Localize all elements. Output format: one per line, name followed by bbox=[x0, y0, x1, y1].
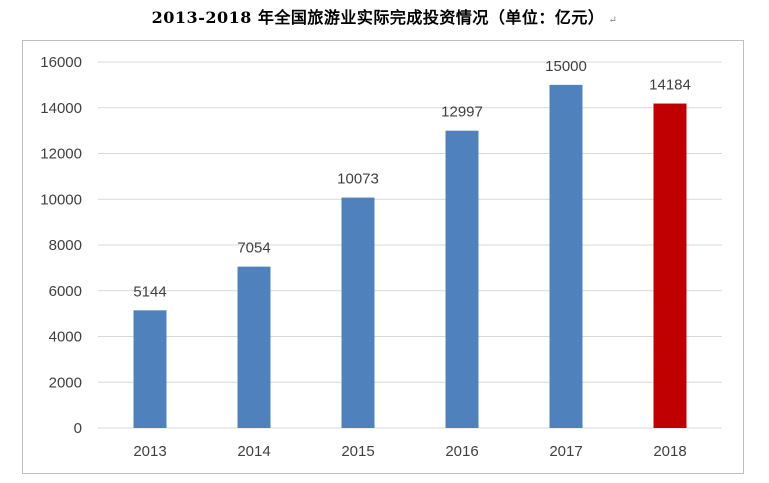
data-label-2014: 7054 bbox=[237, 240, 270, 257]
gridlines bbox=[98, 61, 722, 429]
x-tick-label: 2014 bbox=[237, 443, 270, 460]
data-label-2015: 10073 bbox=[337, 171, 379, 188]
x-tick-label: 2018 bbox=[653, 443, 686, 460]
bar-2013 bbox=[133, 310, 167, 428]
data-label-2013: 5144 bbox=[133, 283, 166, 300]
data-label-2017: 15000 bbox=[545, 58, 587, 75]
chart-frame bbox=[22, 40, 744, 474]
x-tick-label: 2013 bbox=[133, 443, 166, 460]
x-tick-label: 2017 bbox=[549, 443, 582, 460]
y-axis-ticks: 0 2000 4000 6000 8000 10000 12000 14000 16000 bbox=[40, 54, 82, 437]
paragraph-mark: ↵ bbox=[608, 15, 618, 26]
bar-2015 bbox=[341, 197, 375, 428]
y-tick-label: 2000 bbox=[49, 374, 82, 391]
data-labels: 5144 7054 10073 12997 15000 14184 bbox=[133, 58, 691, 300]
chart-title-text: 2013-2018 年全国旅游业实际完成投资情况（单位：亿元） bbox=[151, 8, 605, 27]
y-tick-label: 0 bbox=[74, 420, 82, 437]
y-tick-label: 4000 bbox=[49, 329, 82, 346]
bars bbox=[133, 84, 687, 429]
bar-2016 bbox=[445, 130, 479, 429]
y-tick-label: 14000 bbox=[40, 100, 82, 117]
bar-2018 bbox=[653, 103, 687, 428]
y-tick-label: 8000 bbox=[49, 237, 82, 254]
y-tick-label: 16000 bbox=[40, 54, 82, 71]
x-axis-ticks: 2013 2014 2015 2016 2017 2018 bbox=[133, 443, 686, 460]
y-tick-label: 12000 bbox=[40, 146, 82, 163]
bar-2014 bbox=[237, 266, 271, 428]
y-tick-label: 6000 bbox=[49, 283, 82, 300]
x-tick-label: 2015 bbox=[341, 443, 374, 460]
x-tick-label: 2016 bbox=[445, 443, 478, 460]
data-label-2016: 12997 bbox=[441, 104, 483, 121]
chart-title: 2013-2018 年全国旅游业实际完成投资情况（单位：亿元） ↵ bbox=[0, 4, 769, 28]
y-tick-label: 10000 bbox=[40, 191, 82, 208]
bar-2017 bbox=[549, 84, 583, 428]
data-label-2018: 14184 bbox=[649, 77, 691, 94]
